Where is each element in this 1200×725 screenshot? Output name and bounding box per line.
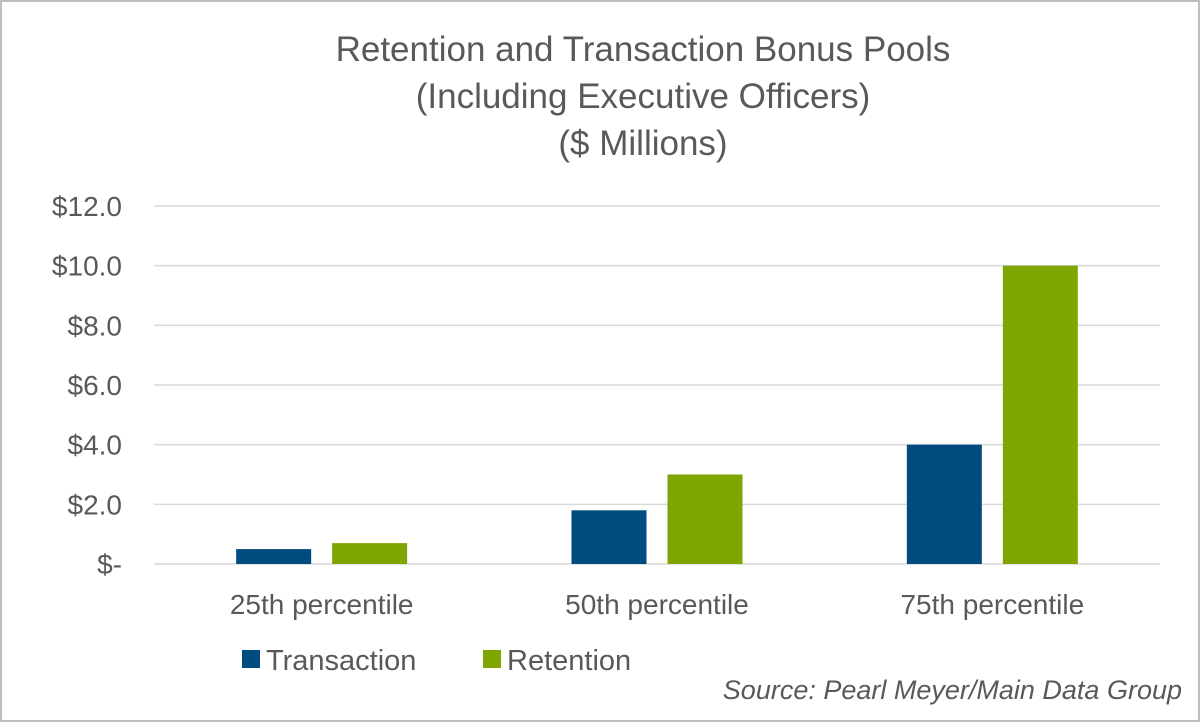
y-tick-label: $2.0: [68, 489, 123, 520]
bar-transaction-2: [571, 510, 647, 564]
gridlines: [154, 205, 1160, 565]
chart-title-line-2: (Including Executive Officers): [416, 77, 871, 116]
bar-transaction-1: [236, 549, 312, 564]
chart-title-line-1: Retention and Transaction Bonus Pools: [336, 30, 951, 69]
y-tick-label: $8.0: [68, 310, 123, 341]
x-category-label: 50th percentile: [565, 589, 749, 620]
y-tick-label: $12.0: [52, 191, 122, 222]
x-category-label: 75th percentile: [900, 589, 1084, 620]
y-tick-label: $10.0: [52, 251, 122, 282]
legend-label-transaction: Transaction: [266, 645, 416, 677]
chart-title: Retention and Transaction Bonus Pools (I…: [336, 30, 951, 163]
bar-retention-1: [332, 543, 408, 564]
bar-retention-2: [667, 474, 743, 564]
y-tick-label: $6.0: [68, 370, 123, 401]
legend: Transaction Retention: [242, 645, 631, 677]
x-category-label: 25th percentile: [230, 589, 414, 620]
legend-swatch-transaction: [242, 650, 260, 668]
y-axis-tick-labels: $- $2.0 $4.0 $6.0 $8.0 $10.0 $12.0: [52, 191, 122, 580]
source-note: Source: Pearl Meyer/Main Data Group: [723, 675, 1182, 705]
y-tick-label: $4.0: [68, 430, 123, 461]
bar-retention-3: [1002, 265, 1078, 564]
y-tick-label: $-: [97, 549, 122, 580]
legend-swatch-retention: [483, 650, 501, 668]
bars: [236, 265, 1078, 564]
x-axis-category-labels: 25th percentile 50th percentile 75th perce…: [230, 589, 1084, 620]
legend-label-retention: Retention: [507, 645, 631, 677]
bar-transaction-3: [906, 444, 982, 564]
chart-title-line-3: ($ Millions): [558, 124, 727, 163]
